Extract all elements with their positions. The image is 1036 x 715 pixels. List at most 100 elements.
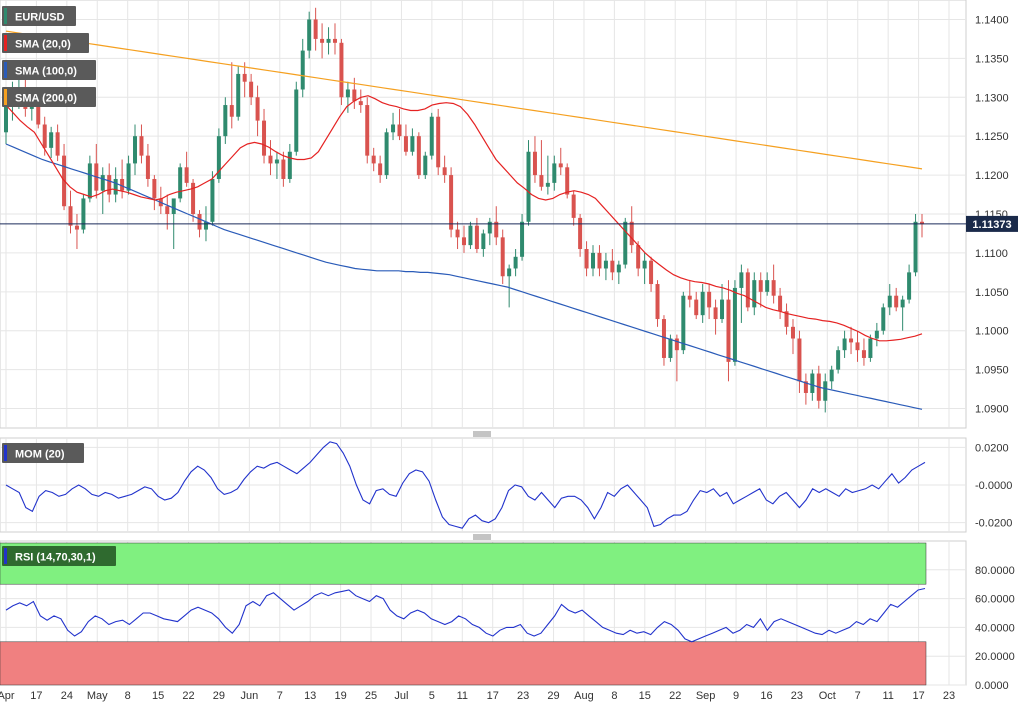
legend-momentum-label: MOM (20) — [15, 449, 65, 461]
candle-body — [474, 225, 479, 250]
candle-body — [152, 178, 157, 199]
candle — [107, 163, 112, 203]
candle-body — [397, 124, 402, 137]
candle — [861, 338, 866, 366]
candle-body — [513, 256, 518, 269]
candle — [681, 291, 686, 355]
candle — [255, 85, 260, 137]
price-tick-label: 1.1350 — [975, 53, 1009, 65]
candle-body — [139, 136, 144, 156]
price-tick-label: 1.1400 — [975, 14, 1009, 26]
candle — [481, 229, 486, 257]
candle-body — [552, 163, 557, 183]
candle-body — [42, 124, 47, 148]
candle — [745, 268, 750, 312]
candle — [642, 252, 647, 285]
candle — [236, 66, 241, 121]
candle-body — [642, 260, 647, 269]
candle — [649, 256, 654, 292]
legend-rsi-label: RSI (14,70,30,1) — [15, 552, 96, 564]
candle-body — [623, 221, 628, 265]
candle-body — [371, 155, 376, 164]
candle — [829, 365, 834, 390]
candle — [307, 11, 312, 59]
rsi-tick-label: 20.0000 — [975, 651, 1015, 663]
candle-body — [345, 89, 350, 98]
candle — [591, 245, 596, 277]
legend-sma200[interactable]: SMA (200,0) — [2, 87, 96, 107]
candle-body — [597, 252, 602, 269]
candle-body — [191, 182, 196, 214]
candle — [616, 260, 621, 285]
candle — [855, 330, 860, 362]
candle — [391, 112, 396, 141]
candle-body — [436, 116, 441, 168]
candle — [758, 272, 763, 308]
candle — [191, 178, 196, 222]
candle — [597, 245, 602, 277]
candle — [584, 241, 589, 277]
candle-body — [900, 299, 905, 308]
x-tick-label: 8 — [611, 690, 617, 702]
candle-body — [229, 105, 234, 117]
candle — [752, 272, 757, 316]
x-tick-label: 23 — [943, 690, 955, 702]
candle — [462, 225, 466, 253]
x-tick-label: Apr — [0, 690, 15, 702]
candle — [661, 315, 666, 366]
legend-sma100[interactable]: SMA (100,0) — [2, 60, 96, 80]
candle-body — [468, 225, 473, 246]
panel-resize-handle-2[interactable] — [471, 534, 493, 540]
candle — [87, 155, 92, 203]
legend-rsi[interactable]: RSI (14,70,30,1) — [2, 546, 116, 566]
x-tick-label: 11 — [882, 690, 893, 702]
candle — [920, 214, 924, 238]
candle — [184, 151, 189, 187]
price-tick-label: 1.1050 — [975, 287, 1009, 299]
legend-sma20[interactable]: SMA (20,0) — [2, 33, 89, 53]
candle-body — [778, 295, 783, 312]
candle-body — [352, 89, 357, 102]
candle — [171, 198, 176, 250]
candle-body — [584, 249, 589, 269]
candle — [436, 108, 441, 176]
legend-momentum[interactable]: MOM (20) — [2, 443, 84, 463]
candle-body — [455, 229, 460, 238]
candle-body — [184, 167, 189, 183]
candle-body — [707, 291, 712, 308]
candle — [429, 112, 434, 160]
candle — [868, 334, 873, 362]
panel-resize-handle-1[interactable] — [471, 431, 493, 437]
momentum-line — [5, 441, 926, 529]
candle — [326, 27, 331, 55]
candle-body — [107, 175, 112, 195]
candle-body — [616, 264, 621, 273]
candle-body — [790, 326, 795, 339]
candle-body — [539, 175, 544, 187]
candle-body — [558, 163, 563, 168]
candle-body — [520, 221, 525, 257]
candle — [423, 151, 428, 179]
candle-body — [145, 155, 150, 179]
momentum-series — [5, 441, 926, 529]
candle — [803, 373, 808, 405]
last-price-label: 1.11373 — [972, 219, 1011, 231]
candle — [216, 128, 221, 183]
x-tick-label: May — [87, 690, 108, 702]
candle — [133, 124, 138, 176]
candle-body — [771, 280, 776, 296]
rsi-tick-label: 0.0000 — [975, 680, 1009, 692]
x-tick-label: 17 — [912, 690, 924, 702]
x-tick-label: 23 — [791, 690, 803, 702]
candle — [778, 287, 783, 320]
candle-body — [300, 50, 305, 90]
candle-body — [578, 217, 583, 250]
candle-body — [874, 330, 879, 339]
x-tick-label: Oct — [819, 690, 836, 702]
candle-body — [887, 295, 892, 308]
candle — [552, 155, 557, 191]
candle — [713, 299, 718, 335]
legend-symbol[interactable]: EUR/USD — [2, 6, 76, 26]
legend-sma100-label: SMA (100,0) — [15, 66, 77, 78]
candle — [139, 124, 144, 164]
